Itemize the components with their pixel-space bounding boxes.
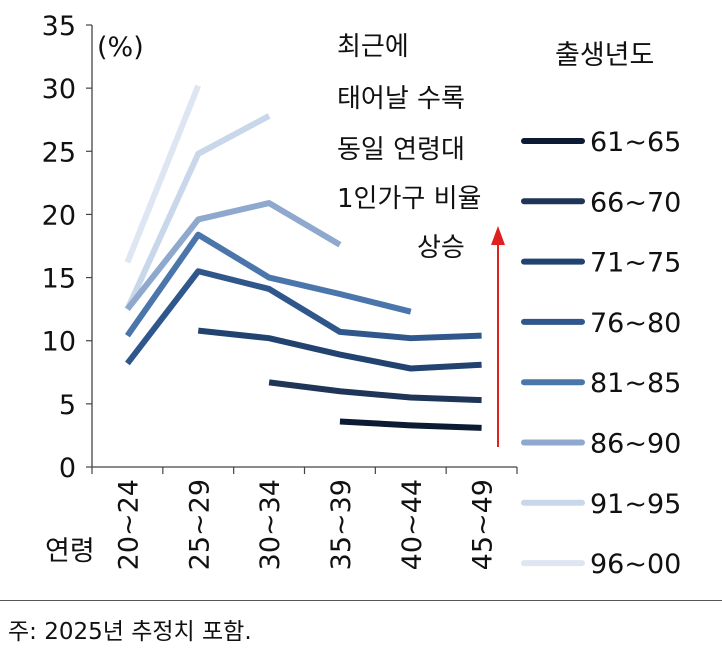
x-axis-title: 연령 (45, 536, 95, 567)
series-line-91~95 (124, 113, 271, 311)
y-tick-label: 5 (59, 390, 76, 421)
x-tick-label: 20~24 (113, 479, 144, 570)
legend-label: 71~75 (590, 248, 681, 279)
legend-label: 81~85 (590, 368, 681, 399)
series-line-61~65 (339, 418, 482, 431)
x-tick-label: 35~39 (326, 479, 357, 570)
y-unit-label: (%) (97, 32, 144, 63)
y-tick-label: 35 (42, 11, 76, 42)
chart-legend: 출생년도 61~65 66~70 71~75 76~80 81~85 86~90 91~95 9… (521, 40, 681, 580)
annotation-arrow-head (491, 226, 505, 245)
y-tick-label: 10 (42, 327, 76, 358)
chart-series (124, 84, 482, 431)
legend-label: 61~65 (590, 127, 681, 158)
footnote-divider (0, 600, 722, 601)
legend-label: 86~90 (590, 429, 681, 460)
y-tick-label: 30 (42, 74, 76, 105)
legend-label: 76~80 (590, 308, 681, 339)
legend-label: 91~95 (590, 489, 681, 520)
series-line-71~75 (197, 327, 482, 372)
annotation-line: 최근에 (337, 32, 409, 62)
y-tick-label: 20 (42, 200, 76, 231)
annotation-line: 태어날 수록 (337, 84, 465, 114)
y-tick-label: 15 (42, 264, 76, 295)
annotation-line: 상승 (417, 233, 465, 263)
series-line-66~70 (268, 379, 482, 404)
x-tick-label: 30~34 (255, 479, 286, 570)
series-line-96~00 (124, 84, 202, 264)
series-line-81~85 (124, 231, 412, 338)
series-line-76~80 (125, 268, 482, 366)
annotation-line: 1인가구 비율 (337, 184, 481, 214)
legend-title: 출생년도 (555, 40, 654, 71)
legend-label: 96~00 (590, 549, 681, 580)
series-line-86~90 (125, 200, 342, 312)
legend-label: 66~70 (590, 187, 681, 218)
x-tick-label: 25~29 (184, 479, 215, 570)
footnote: 주: 2025년 추정치 포함. (8, 619, 252, 645)
annotation-line: 동일 연령대 (337, 135, 465, 165)
x-tick-label: 40~44 (397, 479, 428, 570)
x-tick-label: 45~49 (468, 479, 499, 570)
y-tick-label: 25 (42, 137, 76, 168)
y-tick-label: 0 (59, 453, 76, 484)
chart-axes: 0 5 10 15 20 25 30 35 20~24 25~29 30~34 35~39 40~44 4… (42, 11, 518, 570)
